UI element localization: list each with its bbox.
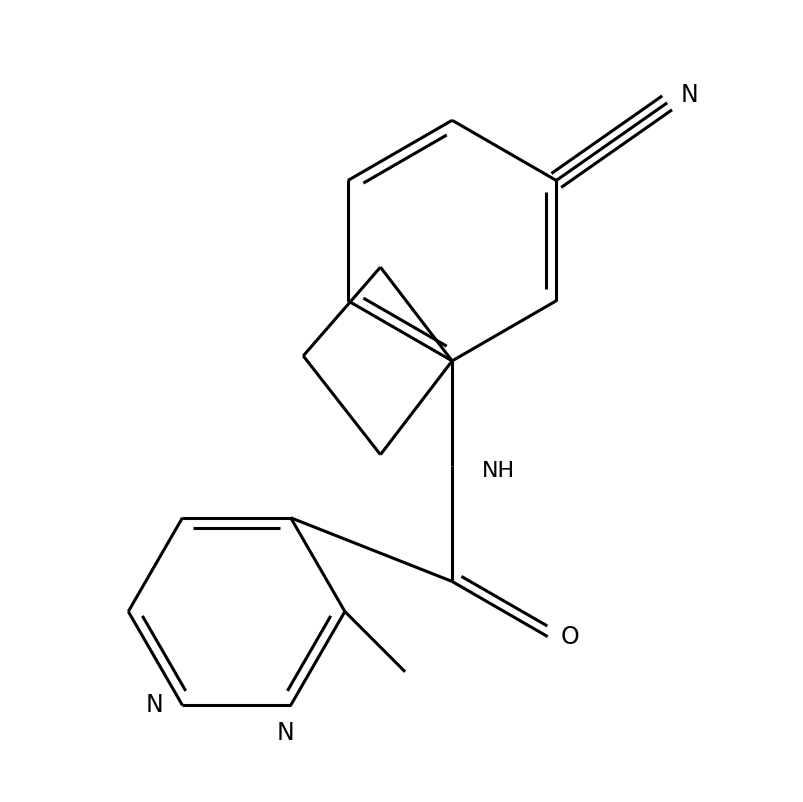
Text: O: O [560,625,578,649]
Text: NH: NH [482,461,515,481]
Text: N: N [276,721,294,745]
Text: N: N [145,693,163,717]
Text: N: N [679,83,697,107]
